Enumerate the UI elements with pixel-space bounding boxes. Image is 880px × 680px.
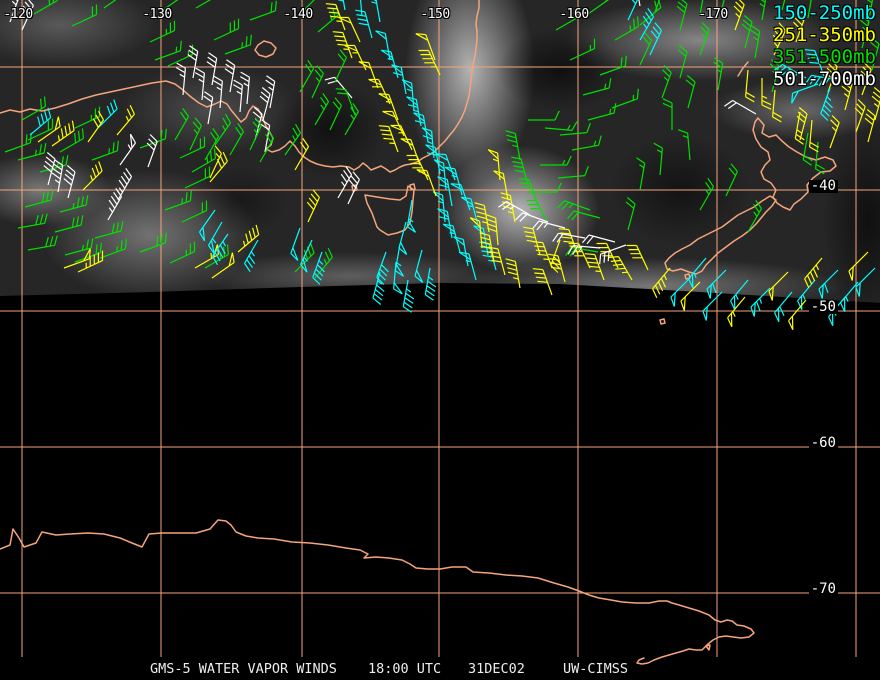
latitude-label: -50 <box>808 299 838 315</box>
caption-credit: UW-CIMSS <box>563 661 629 677</box>
legend-item: 251-350mb <box>773 24 876 46</box>
caption-time: 18:00 UTC <box>368 661 442 677</box>
longitude-label: -160 <box>559 7 589 22</box>
longitude-label: -140 <box>283 7 313 22</box>
caption-date: 31DEC02 <box>468 661 525 677</box>
latitude-label: -60 <box>808 435 838 451</box>
longitude-label: -170 <box>698 7 728 22</box>
wind-barb <box>788 299 807 331</box>
latitude-label: -70 <box>808 581 838 597</box>
legend-item: 351-500mb <box>773 46 876 68</box>
wind-barb <box>402 279 415 313</box>
wind-barb <box>727 296 746 328</box>
coastline-small-island-south <box>659 318 666 325</box>
water-vapor-image <box>0 0 880 303</box>
coastline-antarctica <box>0 519 755 665</box>
longitude-label: -120 <box>3 7 33 22</box>
pressure-level-legend: 150-250mb 251-350mb 351-500mb 501-700mb <box>773 2 876 90</box>
product-title: GMS-5 WATER VAPOR WINDS <box>150 661 337 677</box>
longitude-label: -130 <box>142 7 172 22</box>
coastline-antarctic-islet <box>705 644 711 651</box>
latitude-label: -40 <box>808 178 838 194</box>
legend-item: 150-250mb <box>773 2 876 24</box>
longitude-label: -150 <box>420 7 450 22</box>
wind-barb <box>702 291 723 321</box>
legend-item: 501-700mb <box>773 68 876 90</box>
